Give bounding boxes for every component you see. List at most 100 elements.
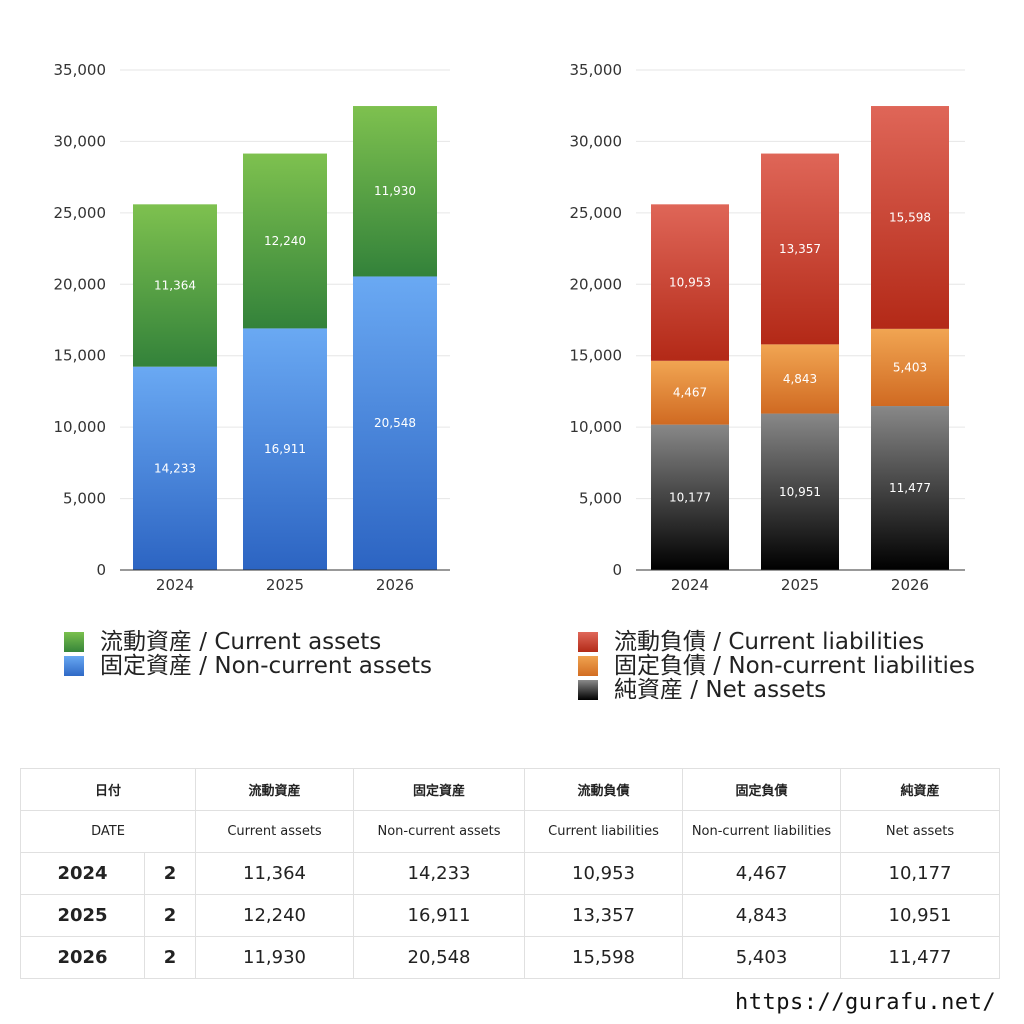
liabilities-legend: 流動負債 / Current liabilities 固定負債 / Non-cu… <box>578 630 975 702</box>
data-label: 13,357 <box>779 242 821 256</box>
table-cell: 13,357 <box>524 894 684 937</box>
data-label: 11,477 <box>889 481 931 495</box>
x-tick-label: 2025 <box>266 576 304 594</box>
table-cell: 16,911 <box>353 894 526 937</box>
y-tick-label: 25,000 <box>570 204 623 222</box>
data-label: 11,364 <box>154 279 196 293</box>
bar-segment <box>871 328 949 407</box>
table-cell: 5,403 <box>682 936 842 979</box>
y-tick-label: 0 <box>612 561 622 579</box>
table-cell: 11,930 <box>195 936 355 979</box>
data-label: 15,598 <box>889 210 931 224</box>
bar-segment <box>761 153 839 345</box>
table-cell: 15,598 <box>524 936 684 979</box>
data-label: 14,233 <box>154 461 196 475</box>
bar-segment <box>871 106 949 329</box>
legend-swatch-green <box>64 632 84 652</box>
table-header-en: DATE Current assets Non-current assets C… <box>19 810 1001 853</box>
data-table: 日付 流動資産 固定資産 流動負債 固定負債 純資産 DATE Current … <box>19 768 1001 979</box>
header-cell: 純資産 <box>840 768 1001 811</box>
table-cell: 11,477 <box>840 936 1001 979</box>
y-tick-label: 15,000 <box>54 347 107 365</box>
y-tick-label: 30,000 <box>570 132 623 150</box>
table-cell: 20,548 <box>353 936 526 979</box>
table-header-jp: 日付 流動資産 固定資産 流動負債 固定負債 純資産 <box>19 768 1001 811</box>
legend-label: 流動資産 / Current assets <box>100 629 382 655</box>
y-tick-label: 10,000 <box>54 418 107 436</box>
y-tick-label: 25,000 <box>54 204 107 222</box>
y-tick-label: 15,000 <box>570 347 623 365</box>
y-tick-label: 35,000 <box>54 61 107 79</box>
bar-segment <box>651 424 729 570</box>
legend-label: 流動負債 / Current liabilities <box>614 629 925 655</box>
y-tick-label: 30,000 <box>54 132 107 150</box>
header-cell: Non-current assets <box>353 810 526 853</box>
legend-swatch-orange <box>578 656 598 676</box>
legend-swatch-black <box>578 680 598 700</box>
header-cell: 固定負債 <box>682 768 842 811</box>
data-label: 10,953 <box>669 276 711 290</box>
header-cell: Net assets <box>840 810 1001 853</box>
bar-segment <box>243 153 327 329</box>
table-row: 2025 2 12,240 16,911 13,357 4,843 10,951 <box>20 894 1001 937</box>
table-cell: 11,364 <box>195 852 355 895</box>
assets-legend: 流動資産 / Current assets 固定資産 / Non-current… <box>64 630 432 678</box>
legend-swatch-red <box>578 632 598 652</box>
row-year: 2024 <box>20 852 145 895</box>
table-cell: 12,240 <box>195 894 355 937</box>
bar-segment <box>243 328 327 570</box>
header-cell: 流動負債 <box>524 768 684 811</box>
data-label: 4,843 <box>783 372 817 386</box>
legend-label: 固定負債 / Non-current liabilities <box>614 653 975 679</box>
data-label: 10,951 <box>779 485 821 499</box>
data-label: 12,240 <box>264 234 306 248</box>
row-count: 2 <box>143 894 197 937</box>
legend-item-non-current-liabilities: 固定負債 / Non-current liabilities <box>578 654 975 678</box>
data-label: 4,467 <box>673 386 707 400</box>
bar-segment <box>133 204 217 367</box>
y-tick-label: 20,000 <box>570 275 623 293</box>
bar-segment <box>761 413 839 570</box>
data-label: 10,177 <box>669 490 711 504</box>
bar-segment <box>651 204 729 361</box>
bar-segment <box>133 366 217 570</box>
liabilities-chart: 0 5,000 10,000 15,000 20,000 25,000 30,000 35,0… <box>570 61 965 594</box>
table-cell: 10,951 <box>840 894 1001 937</box>
data-label: 11,930 <box>374 184 416 198</box>
y-tick-label: 5,000 <box>579 490 622 508</box>
x-tick-label: 2024 <box>156 576 194 594</box>
bar-segment <box>871 406 949 570</box>
legend-swatch-blue <box>64 656 84 676</box>
table-cell: 10,953 <box>524 852 684 895</box>
legend-item-current-liabilities: 流動負債 / Current liabilities <box>578 630 975 654</box>
bar-segment <box>353 106 437 277</box>
legend-item-net-assets: 純資産 / Net assets <box>578 678 975 702</box>
table-cell: 4,467 <box>682 852 842 895</box>
charts-area: 0 5,000 10,000 15,000 20,000 25,000 30,000 35,0… <box>54 61 965 594</box>
y-tick-label: 0 <box>96 561 106 579</box>
header-cell: 日付 <box>19 768 197 811</box>
y-tick-label: 35,000 <box>570 61 623 79</box>
header-cell: Current assets <box>195 810 355 853</box>
legend-item-non-current-assets: 固定資産 / Non-current assets <box>64 654 432 678</box>
header-cell: Non-current liabilities <box>682 810 842 853</box>
y-tick-label: 10,000 <box>570 418 623 436</box>
bar-segment <box>761 344 839 414</box>
x-tick-label: 2024 <box>671 576 709 594</box>
site-url[interactable]: https://gurafu.net/ <box>735 990 997 1015</box>
assets-chart: 0 5,000 10,000 15,000 20,000 25,000 30,000 35,0… <box>54 61 450 594</box>
x-tick-label: 2026 <box>891 576 929 594</box>
data-label: 20,548 <box>374 416 416 430</box>
y-tick-label: 20,000 <box>54 275 107 293</box>
header-cell: 流動資産 <box>195 768 355 811</box>
data-label: 5,403 <box>893 360 927 374</box>
row-year: 2025 <box>20 894 145 937</box>
table-row: 2026 2 11,930 20,548 15,598 5,403 11,477 <box>20 936 1001 979</box>
row-count: 2 <box>143 852 197 895</box>
table-cell: 14,233 <box>353 852 526 895</box>
y-tick-label: 5,000 <box>63 490 106 508</box>
x-tick-label: 2025 <box>781 576 819 594</box>
bar-segment <box>353 276 437 570</box>
table-row: 2024 2 11,364 14,233 10,953 4,467 10,177 <box>20 852 1001 895</box>
header-cell: DATE <box>19 810 197 853</box>
